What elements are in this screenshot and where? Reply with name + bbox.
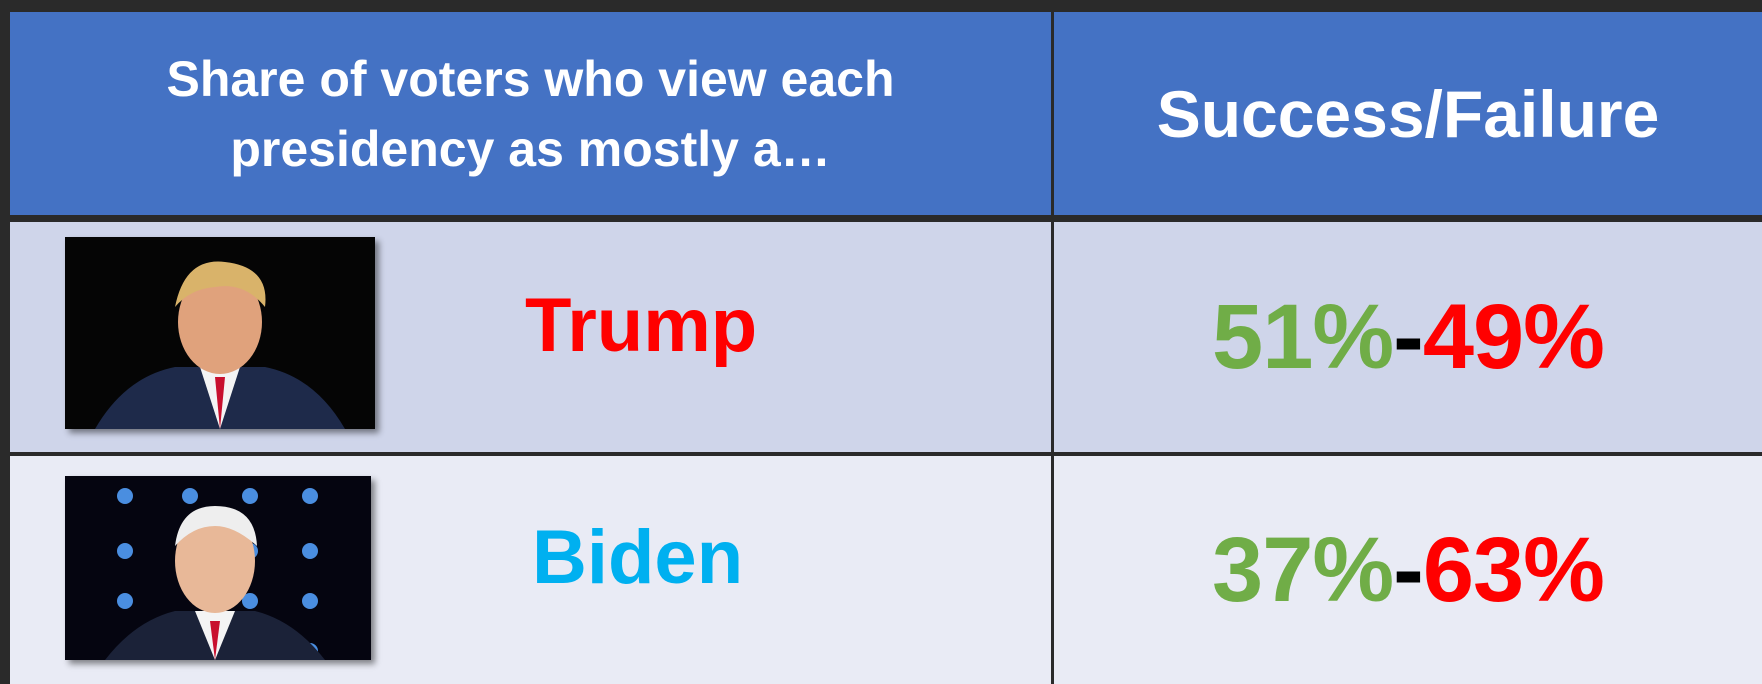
success-share: 37% bbox=[1212, 518, 1394, 621]
success-share: 51% bbox=[1212, 285, 1394, 388]
portrait-photo bbox=[65, 476, 371, 660]
separator: - bbox=[1393, 518, 1424, 621]
portrait-photo bbox=[65, 237, 375, 429]
row-label-cell: Trump bbox=[10, 222, 1051, 452]
column-header: Success/Failure bbox=[1054, 12, 1762, 215]
row-label-cell: Biden bbox=[10, 456, 1051, 684]
row-name: Biden bbox=[532, 515, 744, 600]
result-cell: 37% -63% bbox=[1054, 456, 1762, 684]
failure-share: 49% bbox=[1422, 285, 1605, 388]
column-header: Share of voters who view each presidency… bbox=[10, 12, 1051, 215]
failure-share: 63% bbox=[1422, 518, 1605, 621]
separator: - bbox=[1393, 285, 1424, 388]
result-cell: 51% -49% bbox=[1054, 222, 1762, 452]
row-name: Trump bbox=[525, 283, 758, 368]
